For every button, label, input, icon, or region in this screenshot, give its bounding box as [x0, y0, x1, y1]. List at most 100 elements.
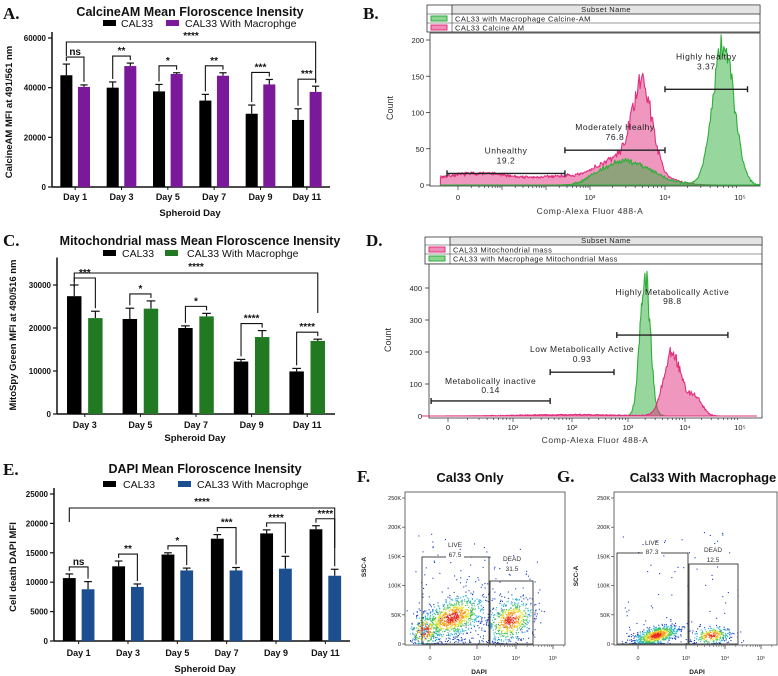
event-dot — [436, 612, 438, 614]
event-dot — [441, 642, 443, 644]
event-dot — [536, 613, 538, 615]
event-dot — [689, 630, 691, 632]
event-dot — [741, 642, 743, 644]
event-dot — [723, 636, 725, 638]
event-dot — [440, 621, 442, 623]
event-dot — [470, 613, 472, 615]
event-dot — [719, 633, 721, 635]
panel-label: E. — [3, 460, 19, 479]
event-dot — [660, 643, 662, 645]
event-dot — [457, 622, 459, 624]
event-dot — [439, 618, 441, 620]
event-dot — [495, 625, 497, 627]
legend-label: CAL33 with Macrophage Mitochondrial Mass — [453, 255, 618, 264]
legend-label: CAL33 — [122, 248, 154, 260]
event-dot — [443, 621, 445, 623]
event-dot — [516, 606, 518, 608]
event-dot — [428, 633, 430, 635]
event-dot — [449, 609, 451, 611]
event-dot — [444, 630, 446, 632]
event-dot — [645, 638, 647, 640]
event-dot — [663, 643, 665, 645]
event-dot — [716, 626, 718, 628]
event-dot — [654, 643, 656, 645]
event-dot — [433, 640, 435, 642]
event-dot — [507, 617, 509, 619]
event-dot — [696, 633, 698, 635]
event-dot — [717, 566, 719, 568]
event-dot — [637, 642, 639, 644]
event-dot — [499, 633, 501, 635]
event-dot — [519, 614, 521, 616]
event-dot — [416, 617, 418, 619]
event-dot — [463, 623, 465, 625]
event-dot — [645, 641, 647, 643]
event-dot — [422, 627, 424, 629]
event-dot — [468, 601, 470, 603]
event-dot — [521, 612, 523, 614]
event-dot — [663, 636, 665, 638]
event-dot — [677, 566, 679, 568]
event-dot — [526, 603, 528, 605]
event-dot — [458, 633, 460, 635]
event-dot — [494, 618, 496, 620]
event-dot — [415, 571, 417, 573]
event-dot — [510, 636, 512, 638]
event-dot — [660, 635, 662, 637]
event-dot — [468, 614, 470, 616]
x-tick-label: Day 7 — [215, 648, 239, 658]
event-dot — [626, 641, 628, 643]
event-dot — [506, 610, 508, 612]
event-dot — [427, 633, 429, 635]
event-dot — [686, 623, 688, 625]
event-dot — [674, 637, 676, 639]
event-dot — [428, 634, 430, 636]
event-dot — [711, 643, 713, 645]
event-dot — [437, 627, 439, 629]
event-dot — [662, 630, 664, 632]
event-dot — [524, 619, 526, 621]
event-dot — [646, 639, 648, 641]
event-dot — [515, 610, 517, 612]
event-dot — [657, 631, 659, 633]
event-dot — [479, 641, 481, 643]
event-dot — [656, 637, 658, 639]
event-dot — [477, 577, 479, 579]
significance-bracket — [204, 65, 224, 92]
event-dot — [713, 630, 715, 632]
event-dot — [710, 628, 712, 630]
event-dot — [465, 622, 467, 624]
event-dot — [481, 608, 483, 610]
event-dot — [475, 618, 477, 620]
event-dot — [527, 609, 529, 611]
event-dot — [426, 636, 428, 638]
event-dot — [644, 641, 646, 643]
significance-bracket — [184, 305, 208, 323]
event-dot — [636, 635, 638, 637]
event-dot — [629, 635, 631, 637]
event-dot — [729, 634, 731, 636]
event-dot — [436, 633, 438, 635]
event-dot — [424, 628, 426, 630]
x-tick-label: 10⁴ — [679, 423, 691, 432]
x-tick-label: 10⁴ — [659, 193, 671, 202]
event-dot — [471, 637, 473, 639]
legend-label: CAL33 with Macrophage Calcine-AM — [455, 15, 591, 24]
event-dot — [442, 622, 444, 624]
event-dot — [642, 633, 644, 635]
event-dot — [722, 639, 724, 641]
event-dot — [414, 638, 416, 640]
event-dot — [653, 627, 655, 629]
event-dot — [509, 624, 511, 626]
event-dot — [430, 604, 432, 606]
event-dot — [442, 619, 444, 621]
event-dot — [500, 621, 502, 623]
significance-bracket — [296, 331, 319, 366]
event-dot — [640, 639, 642, 641]
event-dot — [511, 615, 513, 617]
event-dot — [480, 601, 482, 603]
event-dot — [648, 643, 650, 645]
event-dot — [514, 613, 516, 615]
event-dot — [707, 642, 709, 644]
event-dot — [529, 597, 531, 599]
